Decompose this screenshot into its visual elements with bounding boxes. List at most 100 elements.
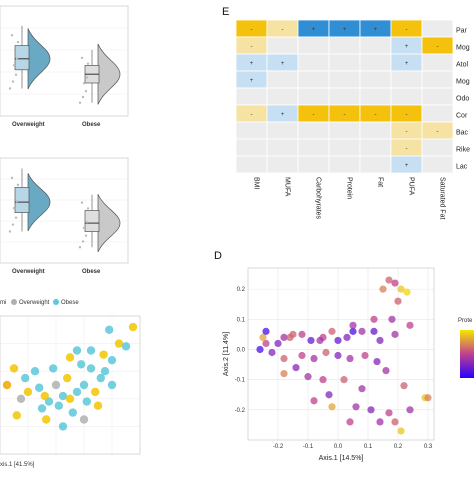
violin-panel-top: Overweight Obese xyxy=(0,0,150,138)
data-point xyxy=(349,321,357,329)
data-point xyxy=(65,353,75,362)
jitter-point xyxy=(8,87,12,90)
data-point xyxy=(79,380,89,390)
data-point xyxy=(385,409,393,417)
heatmap-cell xyxy=(390,70,423,89)
jitter-point xyxy=(15,200,19,203)
data-point xyxy=(62,373,72,383)
row-label: Rike xyxy=(456,147,470,154)
data-point xyxy=(334,351,342,360)
data-point xyxy=(114,339,124,348)
x-tick-label: Obese xyxy=(82,269,101,275)
data-point xyxy=(107,380,117,390)
data-point xyxy=(292,363,300,372)
heatmap-cell xyxy=(297,121,330,140)
jitter-point xyxy=(86,207,90,210)
data-point xyxy=(376,336,384,345)
row-label: Bac xyxy=(456,130,469,137)
jitter-point xyxy=(82,82,86,85)
data-point xyxy=(9,364,19,373)
data-point xyxy=(397,285,405,293)
violin-half xyxy=(27,173,51,232)
jitter-point xyxy=(85,76,89,79)
column-label: PUFA xyxy=(408,177,415,196)
column-label: Protein xyxy=(346,177,353,199)
data-point xyxy=(280,370,288,378)
heatmap-cell xyxy=(390,87,423,106)
heatmap-cell xyxy=(421,155,454,174)
data-point xyxy=(274,339,282,348)
cell-sign: - xyxy=(437,129,439,135)
data-point xyxy=(391,418,399,426)
jitter-point xyxy=(84,89,88,93)
heatmap-cell xyxy=(266,155,299,174)
row-label: Par xyxy=(456,28,468,35)
data-point xyxy=(298,330,306,338)
legend-colorbar xyxy=(460,330,474,378)
heatmap-cell xyxy=(421,70,454,89)
jitter-point xyxy=(12,206,16,210)
data-point xyxy=(319,376,327,384)
heatmap-cell xyxy=(235,138,268,157)
cell-sign: - xyxy=(406,27,408,33)
cell-sign: + xyxy=(250,78,254,84)
data-point xyxy=(400,382,408,390)
column-label: Fat xyxy=(377,177,384,187)
data-point xyxy=(379,285,387,293)
data-point xyxy=(96,373,106,383)
x-tick-label: 0.2 xyxy=(394,444,403,450)
data-point xyxy=(316,336,324,345)
column-label: MUFA xyxy=(284,177,291,197)
row-label: Cor xyxy=(456,113,468,120)
data-point xyxy=(77,360,86,369)
data-point xyxy=(370,315,378,323)
jitter-point xyxy=(85,220,89,224)
data-point xyxy=(391,330,399,338)
data-point xyxy=(403,288,411,296)
data-point xyxy=(346,354,354,363)
heatmap-cell xyxy=(328,87,361,106)
data-point xyxy=(259,333,267,342)
y-tick-label: -0.2 xyxy=(235,408,246,414)
jitter-point xyxy=(16,40,20,44)
cell-sign: + xyxy=(405,44,409,50)
heatmap-cell xyxy=(266,36,299,55)
violin-half xyxy=(27,28,51,90)
y-axis-label: Axis.2 [11.4%] xyxy=(223,332,230,376)
data-point xyxy=(37,404,47,413)
x-tick-label: Overweight xyxy=(12,122,45,128)
x-tick-label: 0.3 xyxy=(424,444,433,450)
row-label: Mog xyxy=(456,45,470,52)
data-point xyxy=(307,336,315,345)
data-point xyxy=(286,333,294,342)
jitter-point xyxy=(80,56,84,60)
cell-sign: + xyxy=(374,27,378,33)
heatmap-cell xyxy=(359,87,392,106)
data-point xyxy=(328,327,336,335)
heatmap-cell xyxy=(297,36,330,55)
heatmap-cell xyxy=(266,70,299,89)
data-point xyxy=(322,348,330,357)
data-point xyxy=(99,350,108,359)
data-point xyxy=(100,367,110,376)
cell-sign: + xyxy=(250,61,254,67)
jitter-point xyxy=(8,230,12,233)
data-point xyxy=(367,406,375,414)
x-axis-label: Axis.1 [14.5%] xyxy=(319,455,364,462)
y-tick-label: -0.1 xyxy=(235,378,246,384)
heatmap-cell xyxy=(421,138,454,157)
violin-half xyxy=(97,43,121,105)
jitter-point xyxy=(10,34,14,37)
jitter-point xyxy=(12,64,16,67)
cell-sign: + xyxy=(281,112,285,118)
data-point xyxy=(49,364,58,373)
legend-swatch xyxy=(53,299,59,305)
cell-sign: + xyxy=(281,61,285,67)
jitter-point xyxy=(78,246,82,249)
cell-sign: - xyxy=(406,146,408,152)
data-point xyxy=(406,321,414,329)
heatmap-cell xyxy=(297,70,330,89)
data-point xyxy=(107,355,117,365)
data-point xyxy=(328,403,336,411)
heatmap-cell xyxy=(359,155,392,174)
